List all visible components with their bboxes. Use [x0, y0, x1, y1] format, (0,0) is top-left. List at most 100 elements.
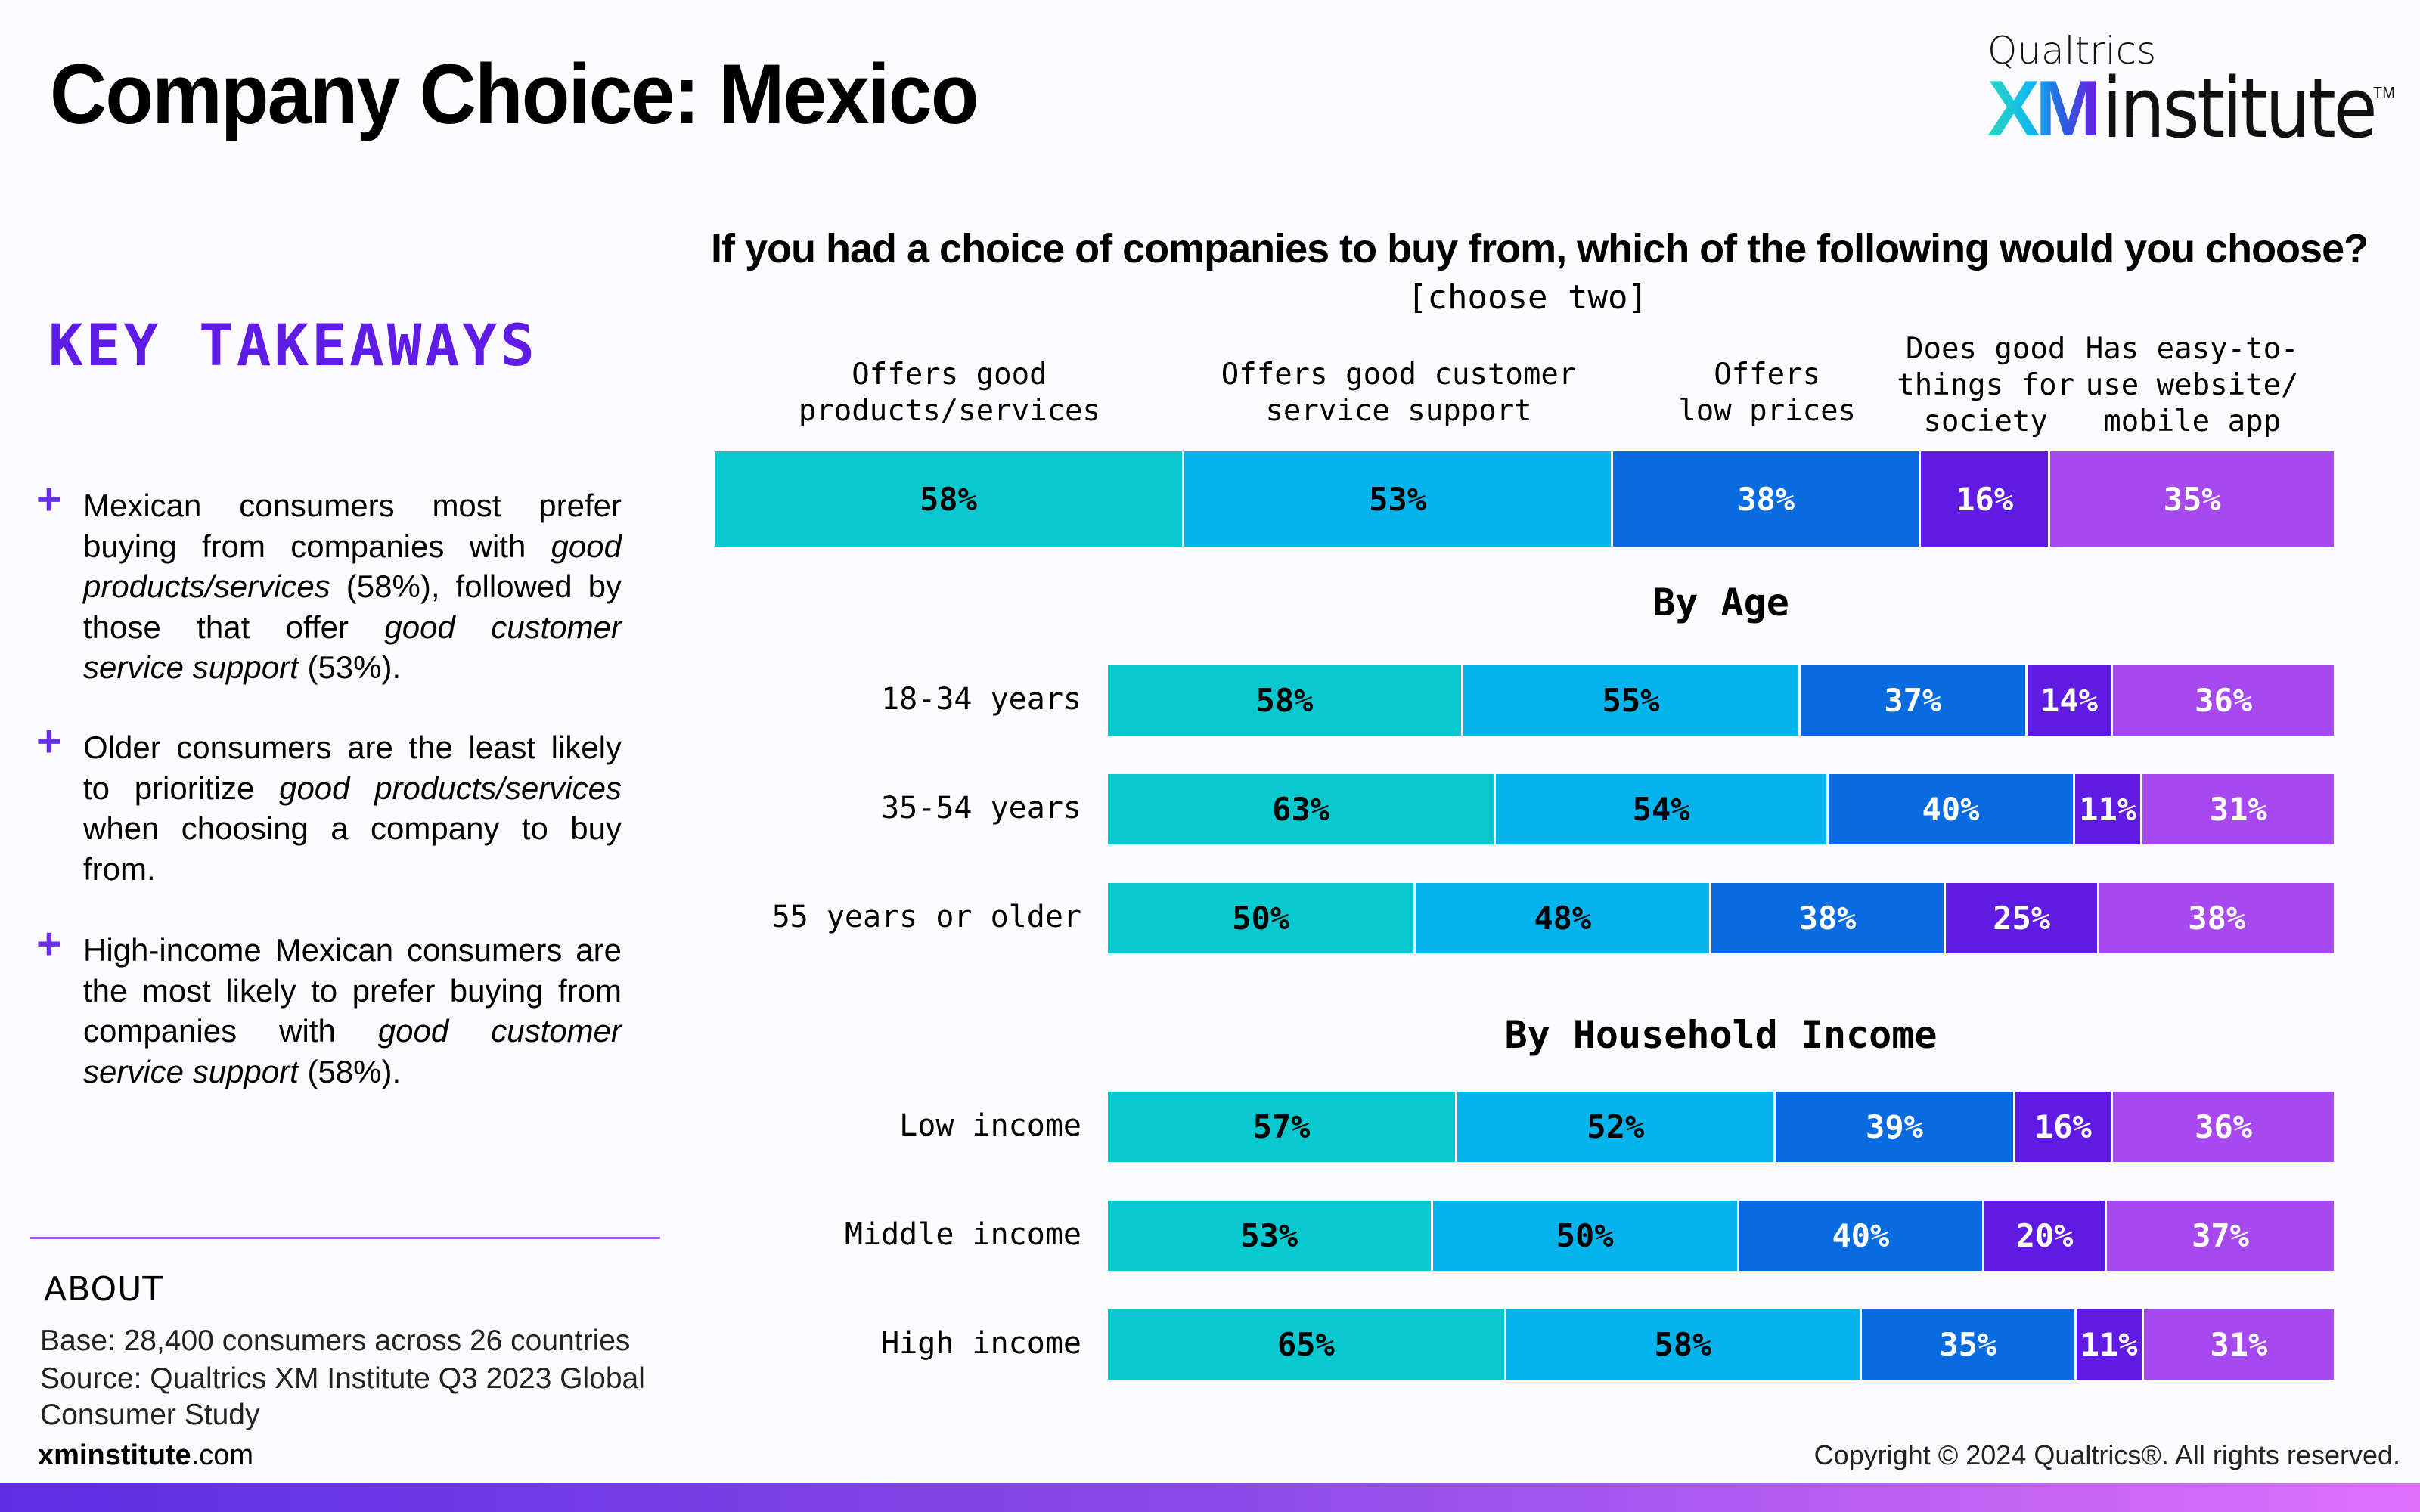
data-label: 14% — [2040, 682, 2098, 719]
overall-bar-segment-5: 35% — [2050, 451, 2334, 547]
data-label: 31% — [2210, 1326, 2268, 1363]
row-segment-5: 37% — [2107, 1201, 2334, 1271]
overall-bar-segment-3: 38% — [1613, 451, 1922, 547]
row-segment-4: 11% — [2074, 774, 2143, 844]
emphasis-text: good customer service support — [83, 1013, 622, 1089]
row-label: Low income — [899, 1108, 1081, 1143]
row-segment-5: 31% — [2142, 774, 2334, 844]
emphasis-text: good customer service support — [83, 609, 622, 686]
series-header-4: Does good things for society — [1804, 331, 2167, 440]
data-label: 16% — [2034, 1108, 2092, 1145]
row-segment-1: 58% — [1108, 665, 1464, 736]
emphasis-text: good products/services — [279, 770, 622, 806]
body-text: Mexican consumers most prefer buying fro… — [83, 488, 622, 564]
overall-bar-segment-1: 58% — [715, 451, 1184, 547]
data-label: 38% — [2188, 900, 2246, 937]
row-segment-4: 25% — [1945, 883, 2100, 953]
header-line: Has easy-to- — [2085, 332, 2299, 366]
data-label: 63% — [1272, 791, 1330, 828]
series-header-3: Offers low prices — [1586, 357, 1949, 429]
body-text: (58%), followed by those that offer — [83, 569, 622, 645]
group-title: By Age — [1652, 581, 1789, 624]
data-label: 48% — [1534, 900, 1592, 937]
row-segment-2: 52% — [1457, 1092, 1776, 1162]
data-label: 11% — [2079, 791, 2137, 828]
row-segment-4: 20% — [1984, 1201, 2108, 1271]
data-label: 58% — [1654, 1326, 1712, 1363]
data-label: 58% — [920, 480, 977, 518]
row-segment-5: 38% — [2099, 883, 2334, 953]
row-segment-5: 36% — [2113, 1092, 2334, 1162]
site-rest: .com — [191, 1439, 254, 1471]
takeaway-item: + Mexican consumers most prefer buying f… — [36, 478, 622, 688]
footer-gradient-bar — [0, 1483, 2420, 1512]
data-label: 50% — [1232, 900, 1290, 937]
logo-trademark: TM — [2373, 85, 2395, 101]
body-text: (53%). — [298, 649, 402, 685]
about-base: Base: 28,400 consumers across 26 countri… — [40, 1325, 630, 1358]
about-source: Source: Qualtrics XM Institute Q3 2023 G… — [40, 1361, 660, 1433]
site-bold: xminstitute — [38, 1439, 191, 1471]
row-segment-5: 36% — [2113, 665, 2334, 736]
row-segment-4: 14% — [2027, 665, 2114, 736]
data-label: 55% — [1602, 682, 1660, 719]
data-label: 20% — [2015, 1217, 2074, 1254]
row-segment-2: 54% — [1496, 774, 1829, 844]
row-segment-1: 57% — [1108, 1092, 1457, 1162]
series-header-5: Has easy-to-use website/mobile app — [2011, 331, 2374, 440]
data-label: 11% — [2080, 1326, 2138, 1363]
row-segment-3: 38% — [1711, 883, 1946, 953]
data-label: 40% — [1922, 791, 1980, 828]
xm-institute-logo: Qualtrics XM institute TM — [1987, 29, 2396, 150]
data-label: 65% — [1277, 1326, 1335, 1363]
data-label: 35% — [1939, 1326, 1997, 1363]
data-label: 50% — [1556, 1217, 1614, 1254]
data-label: 38% — [1798, 900, 1857, 937]
plus-icon: + — [36, 717, 62, 766]
logo-xm-mark: XM — [1987, 65, 2101, 153]
header-line: low prices — [1678, 394, 1857, 428]
overall-bar-segment-4: 16% — [1921, 451, 2051, 547]
logo-institute-text: institute — [2102, 60, 2378, 156]
takeaway-text: High-income Mexican consumers are the mo… — [83, 932, 622, 1089]
header-line: use website/ — [2085, 368, 2299, 402]
base-value: 28,400 consumers across 26 countries — [115, 1325, 631, 1357]
copyright-text: Copyright © 2024 Qualtrics®. All rights … — [1813, 1439, 2400, 1470]
data-label: 57% — [1252, 1108, 1311, 1145]
takeaway-text: Older consumers are the least likely to … — [83, 730, 622, 887]
data-label: 53% — [1369, 480, 1426, 518]
page-title: Company Choice: Mexico — [50, 47, 979, 141]
row-segment-3: 35% — [1861, 1309, 2077, 1380]
source-label: Source: — [40, 1362, 142, 1395]
key-takeaways-title: KEY TAKEAWAYS — [48, 311, 538, 379]
data-label: 37% — [2192, 1217, 2249, 1254]
data-label: 40% — [1832, 1217, 1890, 1254]
takeaway-text: Mexican consumers most prefer buying fro… — [83, 488, 622, 685]
data-label: 39% — [1866, 1108, 1923, 1145]
data-label: 53% — [1240, 1217, 1298, 1254]
section-divider — [30, 1237, 660, 1239]
row-label: 18-34 years — [881, 682, 1081, 717]
row-segment-2: 55% — [1463, 665, 1801, 736]
logo-qualtrics-text: Qualtrics — [1987, 29, 2157, 73]
data-label: 35% — [2163, 480, 2221, 518]
site-link[interactable]: xminstitute.com — [38, 1439, 253, 1472]
header-line: society — [1923, 404, 2048, 438]
row-segment-1: 65% — [1108, 1309, 1506, 1380]
about-title: ABOUT — [44, 1270, 164, 1309]
row-label: 35-54 years — [881, 791, 1081, 826]
row-segment-3: 40% — [1829, 774, 2075, 844]
series-header-1: Offers good products/services — [768, 357, 1131, 429]
row-segment-5: 31% — [2143, 1309, 2334, 1380]
row-segment-3: 37% — [1800, 665, 2028, 736]
row-segment-1: 63% — [1108, 774, 1497, 844]
plus-icon: + — [36, 919, 62, 968]
row-segment-2: 48% — [1416, 883, 1712, 953]
header-line: Offers good customer — [1221, 358, 1577, 392]
header-line: products/services — [798, 394, 1101, 428]
group-title: By Household Income — [1504, 1013, 1938, 1057]
base-label: Base: — [40, 1325, 116, 1357]
row-segment-2: 58% — [1506, 1309, 1862, 1380]
data-label: 58% — [1255, 682, 1314, 719]
source-value: Qualtrics XM Institute Q3 2023 Global Co… — [40, 1362, 645, 1431]
